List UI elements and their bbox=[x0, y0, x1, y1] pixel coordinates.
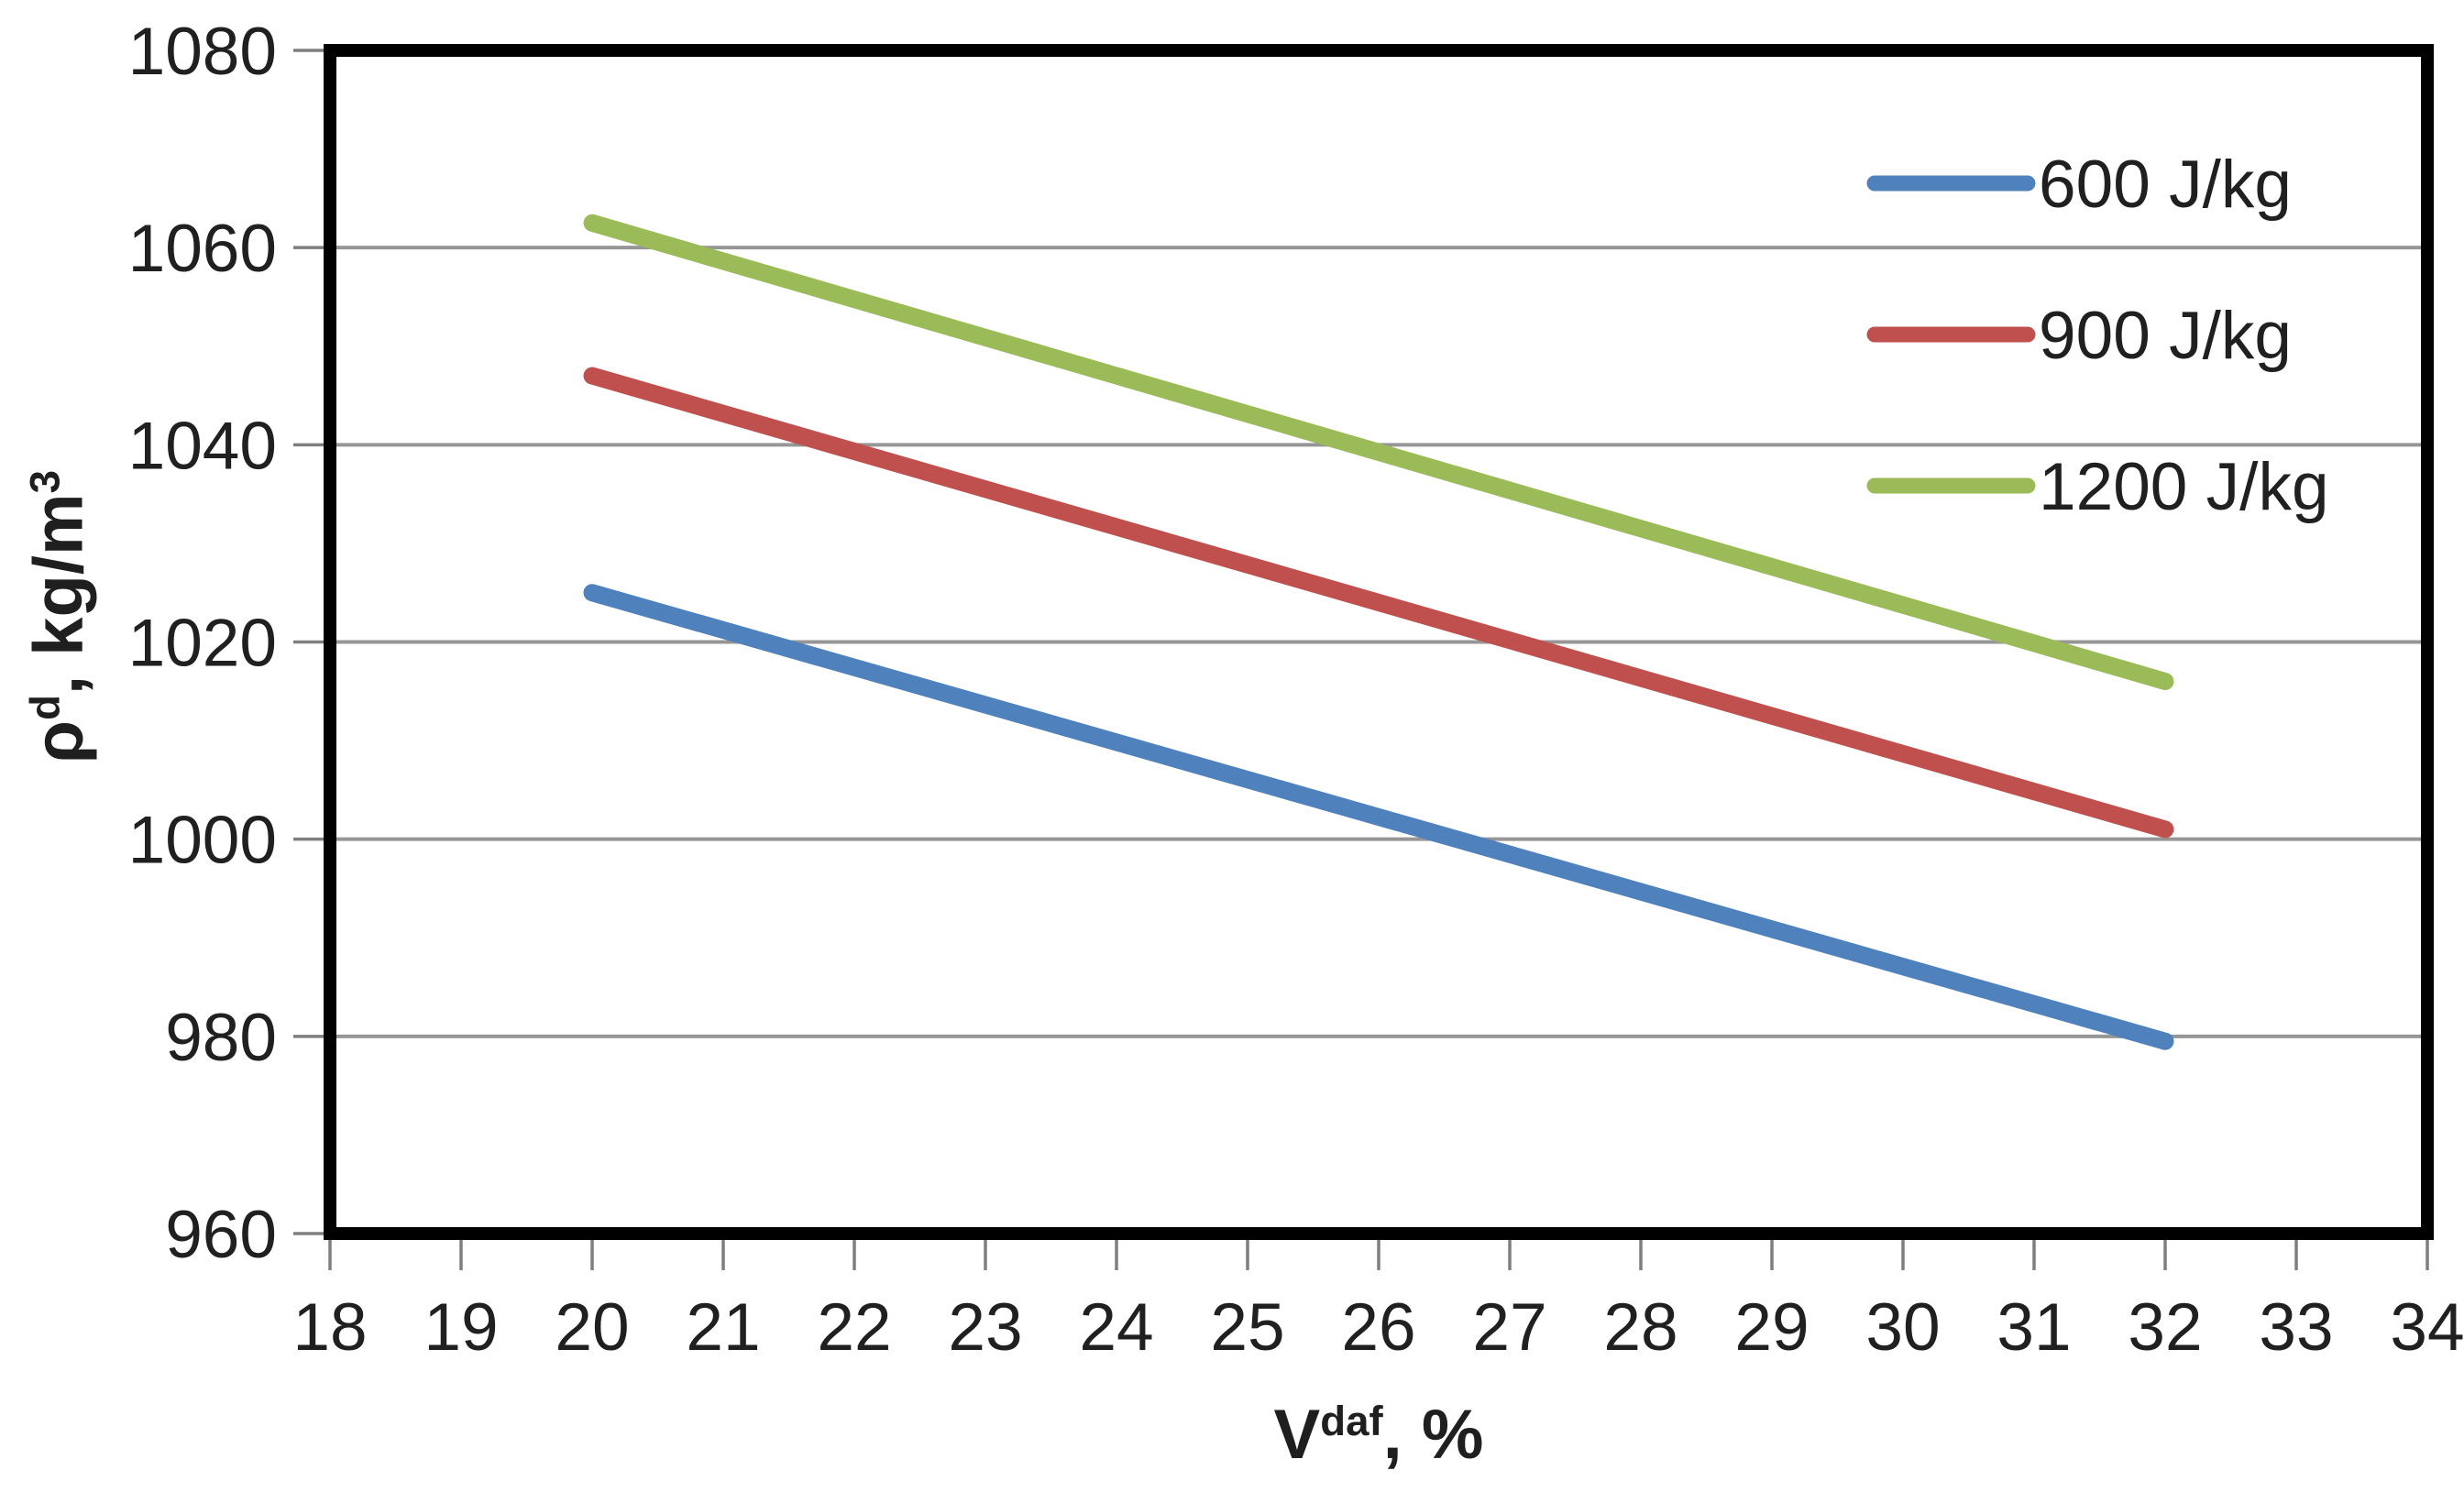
y-axis-title-base: ρ bbox=[19, 719, 98, 763]
y-axis-title: ρd, kg/m3 bbox=[19, 470, 99, 763]
x-tick-label: 26 bbox=[1341, 1290, 1415, 1365]
legend-label: 1200 J/kg bbox=[2039, 450, 2329, 524]
legend-label: 600 J/kg bbox=[2039, 148, 2292, 222]
x-axis-title-base: V bbox=[1273, 1396, 1321, 1474]
x-tick-label: 20 bbox=[555, 1290, 629, 1365]
y-tick-label: 1020 bbox=[128, 607, 277, 681]
x-tick-label: 18 bbox=[292, 1290, 367, 1365]
y-tick-label: 1060 bbox=[128, 212, 277, 286]
y-axis-title-superscript: d bbox=[21, 695, 69, 720]
x-axis-title-units: , % bbox=[1382, 1396, 1484, 1474]
x-tick-label: 34 bbox=[2390, 1290, 2464, 1365]
x-tick-label: 19 bbox=[424, 1290, 498, 1365]
x-axis-title: Vdaf, % bbox=[330, 1395, 2427, 1475]
y-tick-label: 1040 bbox=[128, 409, 277, 483]
x-tick-label: 31 bbox=[1996, 1290, 2071, 1365]
y-tick-label: 1080 bbox=[128, 15, 277, 89]
x-tick-label: 21 bbox=[686, 1290, 760, 1365]
x-axis-title-superscript: daf bbox=[1320, 1397, 1383, 1444]
y-axis-title-units-superscript: 3 bbox=[21, 470, 69, 494]
x-tick-label: 23 bbox=[948, 1290, 1022, 1365]
x-tick-label: 29 bbox=[1734, 1290, 1809, 1365]
series-line-600-j-kg bbox=[583, 584, 2174, 1050]
x-tick-label: 32 bbox=[2128, 1290, 2202, 1365]
y-tick-label: 960 bbox=[165, 1198, 277, 1272]
x-tick-label: 24 bbox=[1079, 1290, 1153, 1365]
y-axis-title-units: , kg/m bbox=[19, 493, 98, 696]
plot-frame bbox=[324, 44, 2434, 1240]
x-tick-label: 22 bbox=[817, 1290, 891, 1365]
x-tick-label: 30 bbox=[1865, 1290, 1940, 1365]
legend-label: 900 J/kg bbox=[2039, 299, 2292, 373]
y-tick-label: 1000 bbox=[128, 804, 277, 878]
x-tick-label: 27 bbox=[1472, 1290, 1546, 1365]
x-tick-label: 33 bbox=[2259, 1290, 2333, 1365]
x-tick-label: 28 bbox=[1603, 1290, 1678, 1365]
series-line-900-j-kg bbox=[583, 367, 2174, 839]
x-tick-label: 25 bbox=[1210, 1290, 1284, 1365]
series-line-1200-j-kg bbox=[583, 214, 2174, 691]
y-tick-label: 980 bbox=[165, 1001, 277, 1075]
